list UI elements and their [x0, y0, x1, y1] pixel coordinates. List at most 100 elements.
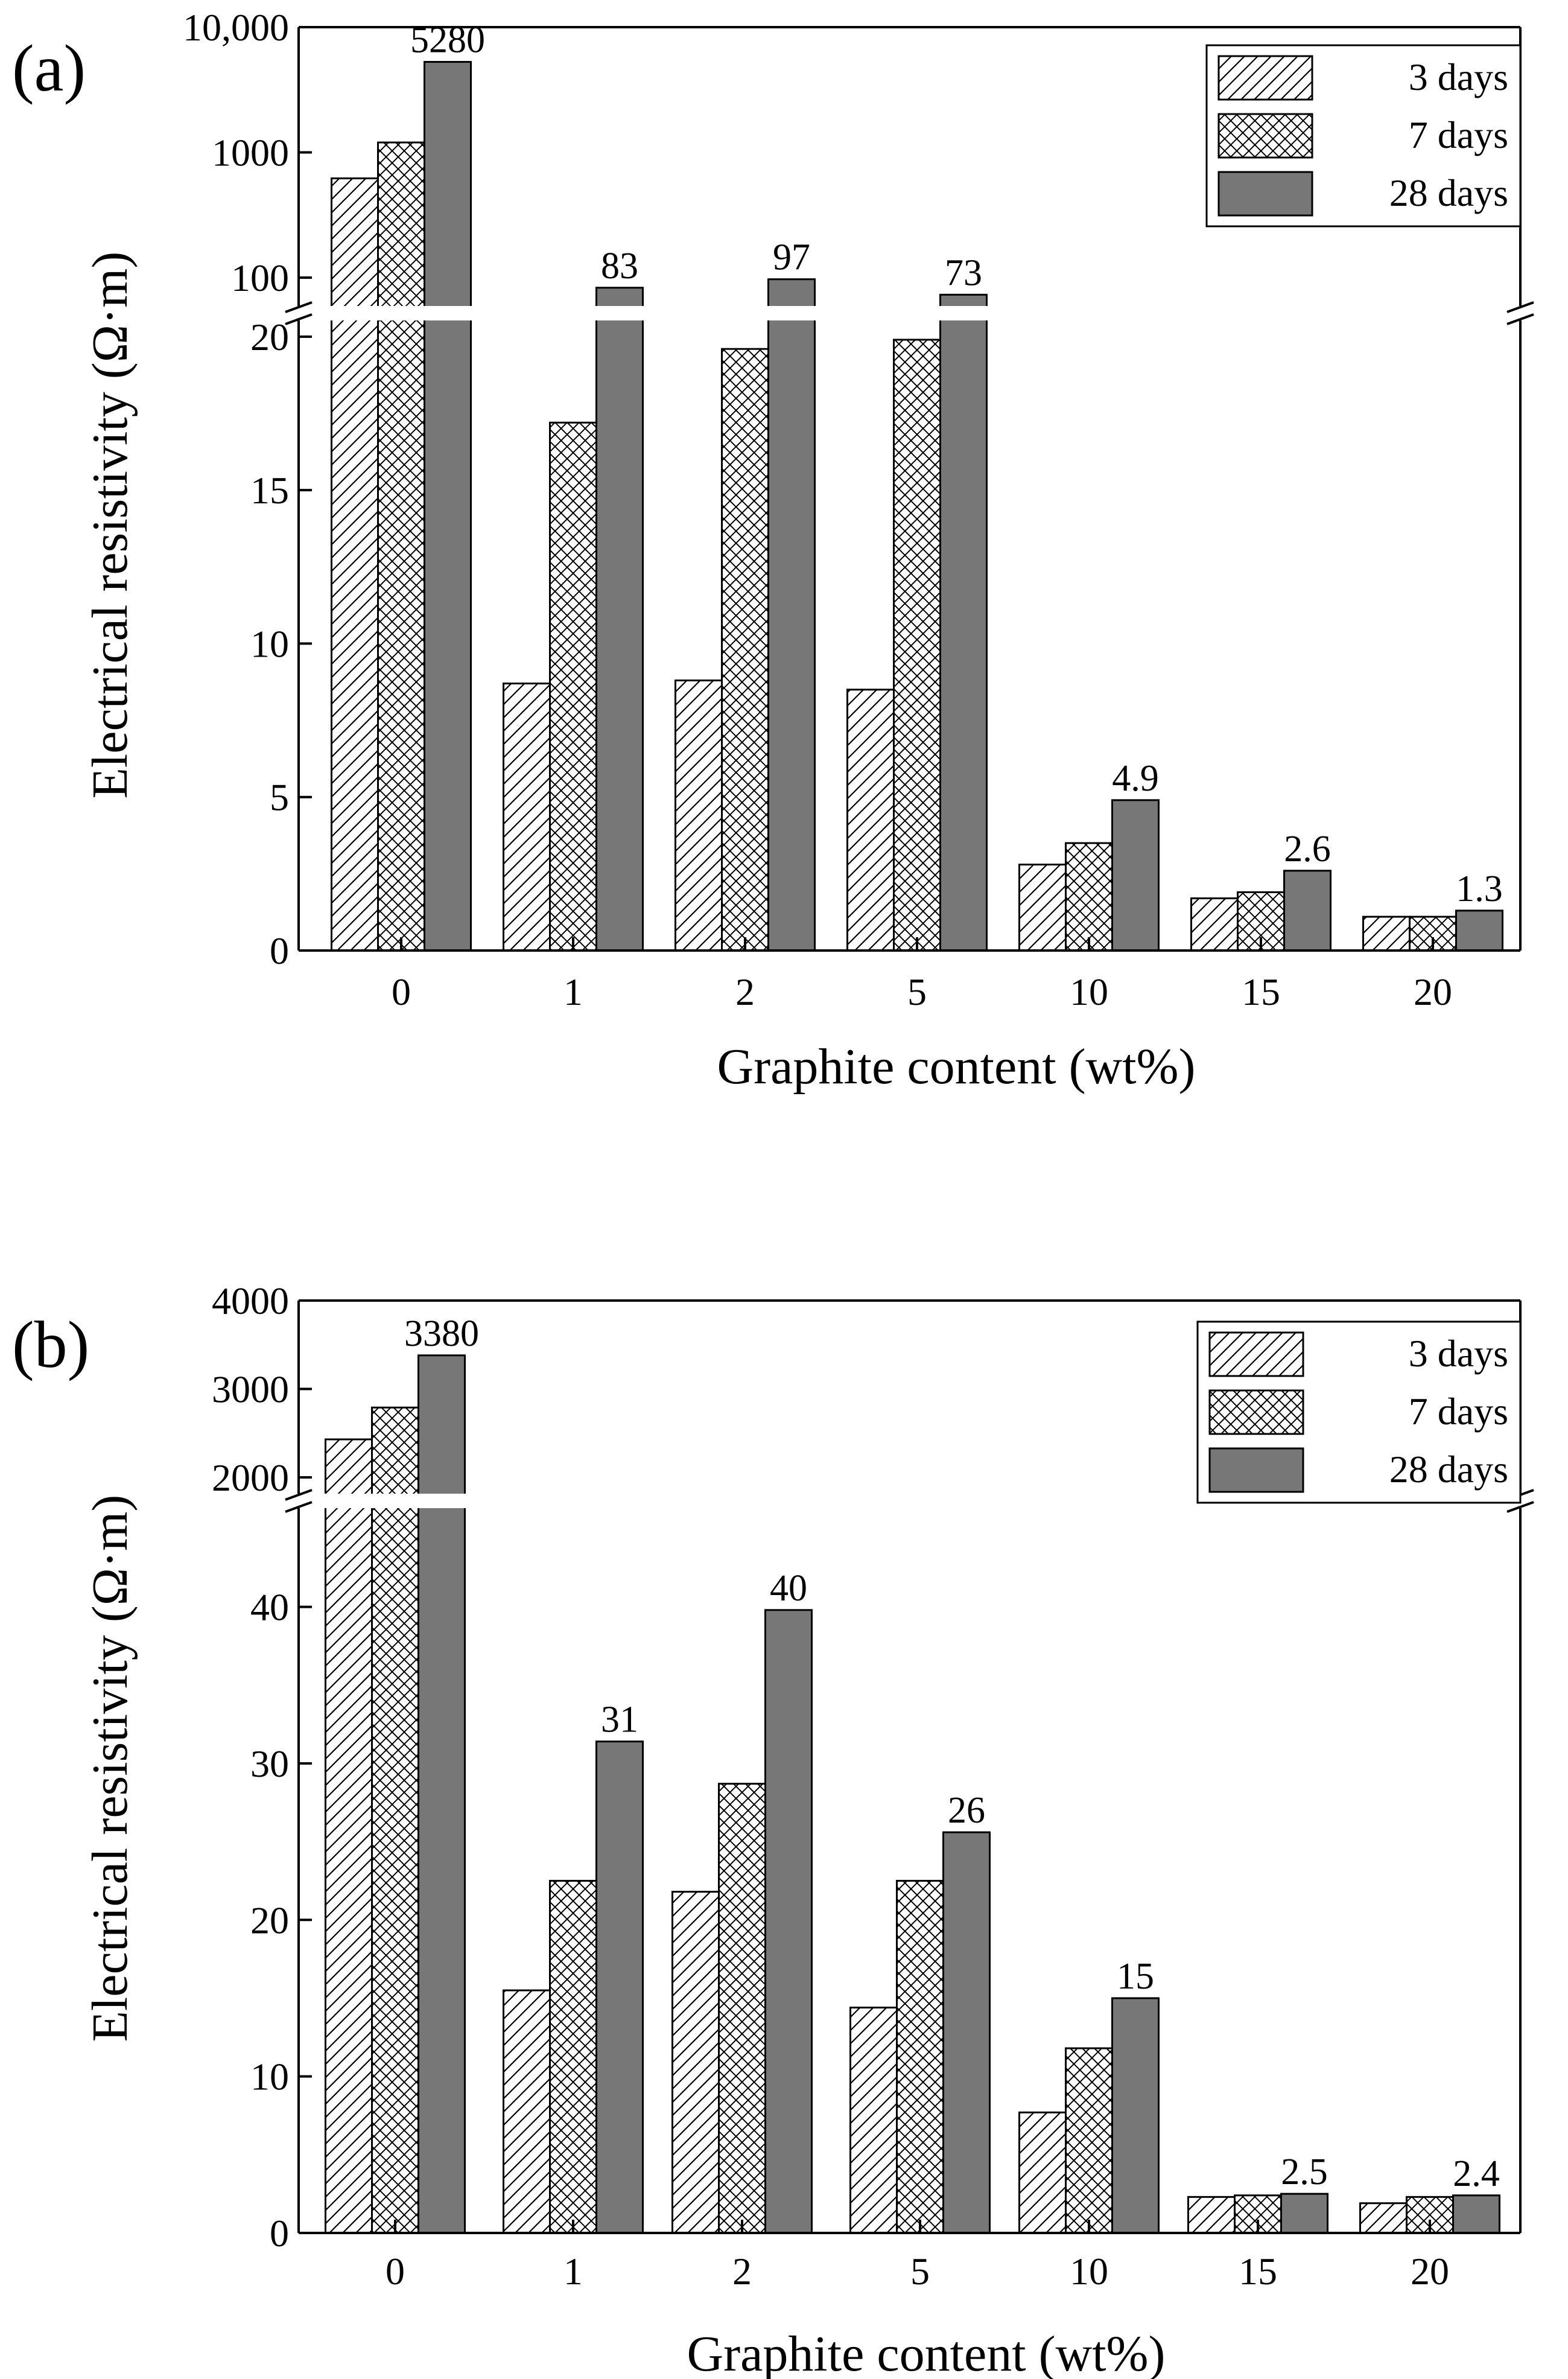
data-label-a-10: 4.9 — [1112, 758, 1159, 799]
legend-swatch-b-3-days — [1208, 1331, 1304, 1377]
bar-b-3-days-2 — [671, 1891, 720, 2234]
bar-b-7-days-5 — [896, 1879, 944, 2234]
bar-a-3-days-1 — [503, 683, 551, 952]
bar-a-28-days-20 — [1455, 909, 1503, 952]
bar-b-3-days-5 — [849, 2007, 898, 2234]
x-tick-label-a-2: 2 — [735, 970, 755, 1013]
break-mark-a-1-1 — [1506, 313, 1534, 325]
panel-letter-a: (a) — [12, 31, 86, 105]
x-tick-label-a-10: 10 — [1070, 970, 1108, 1013]
y-tick-label-a-1000: 1000 — [212, 131, 289, 174]
break-mark-a-0-1 — [285, 313, 313, 325]
legend-label-a-28-days: 28 days — [1389, 171, 1508, 214]
data-label-b-10: 15 — [1117, 1956, 1154, 1997]
bar-a-28-days-1 — [595, 287, 644, 952]
bar-b-3-days-15 — [1187, 2196, 1236, 2234]
legend-swatch-a-7-days — [1217, 113, 1313, 159]
bar-b-28-days-0 — [417, 1354, 466, 2234]
bar-b-28-days-15 — [1280, 2193, 1328, 2234]
data-label-b-1: 31 — [601, 1699, 638, 1740]
legend-swatch-a-3-days — [1217, 55, 1313, 101]
bar-b-28-days-10 — [1111, 1997, 1160, 2234]
bar-a-28-days-5 — [939, 293, 988, 952]
data-label-a-20: 1.3 — [1456, 868, 1503, 909]
data-label-b-20: 2.4 — [1453, 2153, 1500, 2194]
data-label-a-2: 97 — [773, 237, 810, 278]
bar-a-28-days-10 — [1111, 799, 1160, 952]
legend-swatch-b-28-days — [1208, 1447, 1304, 1493]
y-tick-label-b-4000: 4000 — [212, 1279, 289, 1322]
bar-b-7-days-1 — [549, 1879, 597, 2234]
break-mark-b-1-1 — [1506, 1501, 1534, 1513]
y-tick-label-b-10: 10 — [250, 2056, 289, 2098]
x-tick-label-b-0: 0 — [386, 2250, 405, 2293]
legend-swatch-a-28-days — [1217, 171, 1313, 217]
y-tick-label-b-2000: 2000 — [212, 1456, 289, 1499]
bar-b-7-days-2 — [718, 1783, 766, 2234]
bar-a-3-days-0 — [331, 177, 379, 952]
legend-swatch-b-7-days — [1208, 1389, 1304, 1435]
bar-b-3-days-20 — [1359, 2202, 1408, 2234]
bar-b-28-days-2 — [764, 1609, 813, 2234]
data-label-b-5: 26 — [948, 1790, 985, 1831]
data-label-a-15: 2.6 — [1284, 829, 1331, 870]
bar-b-28-days-20 — [1452, 2194, 1500, 2234]
y-tick-label-a-0: 0 — [270, 929, 289, 972]
bar-a-7-days-5 — [893, 339, 941, 952]
y-tick-label-a-10000: 10,000 — [183, 6, 289, 49]
bar-a-3-days-5 — [846, 689, 895, 952]
y-tick-label-b-0: 0 — [270, 2212, 289, 2255]
bar-a-7-days-0 — [377, 141, 425, 952]
legend-label-a-3-days: 3 days — [1409, 56, 1508, 98]
x-tick-label-b-15: 15 — [1239, 2250, 1277, 2293]
x-tick-label-b-10: 10 — [1070, 2250, 1108, 2293]
break-mark-a-0-0 — [285, 301, 313, 313]
bar-a-7-days-10 — [1065, 842, 1113, 952]
data-label-b-2: 40 — [770, 1568, 807, 1609]
bar-a-7-days-1 — [549, 421, 597, 952]
bar-a-7-days-2 — [721, 348, 769, 952]
bar-a-3-days-10 — [1018, 864, 1067, 952]
y-axis-title-b: Electrical resistivity (Ω·m) — [82, 1495, 138, 2042]
x-axis-title-a: Graphite content (wt%) — [717, 1039, 1195, 1095]
x-tick-label-a-5: 5 — [907, 970, 927, 1013]
bar-a-28-days-0 — [424, 61, 472, 952]
x-tick-label-b-5: 5 — [910, 2250, 930, 2293]
y-tick-label-b-3000: 3000 — [212, 1368, 289, 1411]
bar-a-28-days-15 — [1283, 870, 1332, 952]
bar-b-7-days-10 — [1065, 2047, 1113, 2234]
bar-b-28-days-5 — [942, 1831, 991, 2234]
break-mark-b-0-0 — [285, 1489, 313, 1501]
bar-b-3-days-1 — [503, 1989, 551, 2234]
legend-label-b-28-days: 28 days — [1389, 1448, 1508, 1491]
panel-letter-b: (b) — [12, 1308, 89, 1381]
x-tick-label-a-15: 15 — [1242, 970, 1280, 1013]
break-mark-b-0-1 — [285, 1501, 313, 1513]
data-label-a-1: 83 — [601, 246, 638, 287]
y-tick-label-a-100: 100 — [231, 256, 289, 299]
data-label-b-15: 2.5 — [1281, 2151, 1328, 2193]
bar-b-3-days-10 — [1018, 2111, 1067, 2234]
y-tick-label-a-10: 10 — [250, 622, 289, 665]
legend-label-b-3-days: 3 days — [1409, 1332, 1508, 1375]
legend-label-b-7-days: 7 days — [1409, 1390, 1508, 1433]
y-tick-label-b-20: 20 — [250, 1899, 289, 1941]
bar-a-3-days-15 — [1190, 897, 1239, 952]
y-tick-label-a-15: 15 — [250, 469, 289, 512]
chart-panel-a: 0 5 10 15 20 100 1000 10,000 0 1 2 5 10 15 20 5280 83 97 7… — [12, 6, 1534, 1095]
data-label-a-5: 73 — [945, 252, 982, 293]
legend-label-a-7-days: 7 days — [1409, 113, 1508, 156]
data-label-a-0: 5280 — [410, 20, 485, 61]
break-mark-a-1-0 — [1506, 301, 1534, 313]
data-label-b-0: 3380 — [404, 1313, 479, 1354]
x-tick-label-a-1: 1 — [563, 970, 583, 1013]
bar-b-28-days-1 — [595, 1740, 644, 2234]
y-tick-label-b-40: 40 — [250, 1586, 289, 1629]
x-axis-title-b: Graphite content (wt%) — [687, 2326, 1165, 2379]
x-tick-label-b-1: 1 — [563, 2250, 583, 2293]
x-tick-label-a-0: 0 — [392, 970, 411, 1013]
x-tick-label-a-20: 20 — [1414, 970, 1452, 1013]
bar-a-28-days-2 — [767, 278, 816, 952]
chart-panel-b: 0 10 20 30 40 2000 3000 4000 0 1 2 5 10 15 20 3380 31 40 2… — [12, 1279, 1534, 2379]
